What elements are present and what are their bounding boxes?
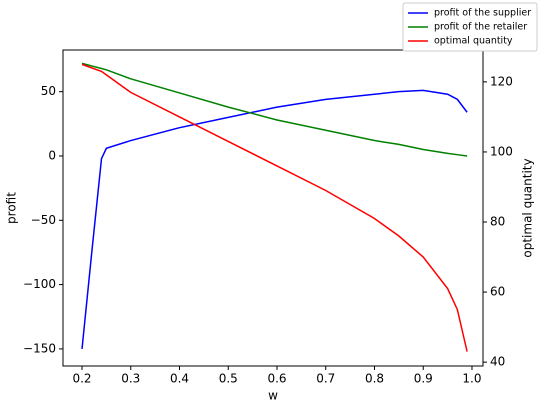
x-tick-label: 0.2 (72, 372, 91, 386)
y2-tick-label: 100 (490, 144, 513, 158)
y2-tick-label: 40 (490, 355, 505, 369)
x-tick-label: 0.5 (219, 372, 238, 386)
series-line (81, 89, 468, 349)
legend-label: profit of the supplier (434, 8, 531, 19)
x-tick-label: 0.3 (121, 372, 140, 386)
series-line (81, 63, 468, 352)
legend-label: profit of the retailer (434, 22, 527, 33)
legend-frame (402, 2, 538, 52)
y-axis-label: profit (5, 192, 19, 224)
y2-tick-label: 120 (490, 74, 513, 88)
x-tick-label: 1.0 (462, 372, 481, 386)
y-tick-label: −100 (23, 277, 56, 291)
x-tick-label: 0.7 (316, 372, 335, 386)
legend-label: optimal quantity (434, 36, 513, 47)
x-tick-label: 0.4 (170, 372, 189, 386)
x-tick-label: 0.9 (414, 372, 433, 386)
y-tick-label: 50 (41, 84, 56, 98)
y2-tick-label: 80 (490, 215, 505, 229)
y-tick-label: −150 (23, 341, 56, 355)
y-tick-label: −50 (31, 213, 56, 227)
legend: profit of the supplier profit of the reta… (402, 2, 538, 52)
plot-frame (62, 49, 484, 367)
y2-axis-label: optimal quantity (521, 158, 535, 257)
y-tick-label: 0 (48, 148, 56, 162)
x-tick-label: 0.6 (267, 372, 286, 386)
series-line (81, 62, 468, 157)
y2-tick-label: 60 (490, 285, 505, 299)
x-tick-label: 0.8 (365, 372, 384, 386)
x-axis-label: w (268, 389, 278, 403)
